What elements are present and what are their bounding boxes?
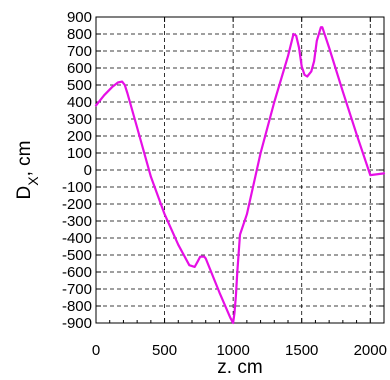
y-tick-label: 300 — [67, 111, 92, 128]
x-tick-label: 1000 — [216, 342, 249, 359]
y-tick-label: 500 — [67, 77, 92, 94]
y-tick-label: 100 — [67, 145, 92, 162]
y-tick-labels: 9008007006005004003002001000-100-200-300… — [62, 9, 92, 332]
y-axis-title: DX, cm — [14, 141, 41, 200]
y-tick-label: 0 — [84, 162, 92, 179]
x-tick-label: 1500 — [285, 342, 318, 359]
y-tick-label: 700 — [67, 43, 92, 60]
y-tick-label: -800 — [62, 298, 92, 315]
tick-marks — [95, 16, 384, 324]
y-tick-label: -400 — [62, 230, 92, 247]
y-tick-label: -600 — [62, 264, 92, 281]
x-tick-label: 2000 — [354, 342, 387, 359]
y-tick-label: -100 — [62, 179, 92, 196]
y-tick-label: -700 — [62, 281, 92, 298]
y-tick-label: -300 — [62, 213, 92, 230]
grid-lines — [96, 16, 384, 324]
x-axis-title: z. cm — [217, 357, 262, 378]
series-line — [94, 26, 386, 325]
y-tick-label: 600 — [67, 60, 92, 77]
y-tick-label: -900 — [62, 315, 92, 332]
x-tick-label: 0 — [92, 342, 100, 359]
x-tick-label: 500 — [152, 342, 177, 359]
y-tick-label: 800 — [67, 26, 92, 43]
y-tick-label: -200 — [62, 196, 92, 213]
y-tick-label: 200 — [67, 128, 92, 145]
x-tick-labels: 0 500 1000 1500 2000 — [92, 342, 387, 359]
y-tick-label: 400 — [67, 94, 92, 111]
y-axis-title-unit: , cm — [14, 141, 35, 177]
y-tick-label: -500 — [62, 247, 92, 264]
y-axis-title-main: D — [14, 186, 35, 200]
y-axis-title-sub: X — [25, 176, 41, 186]
y-tick-label: 900 — [67, 9, 92, 26]
